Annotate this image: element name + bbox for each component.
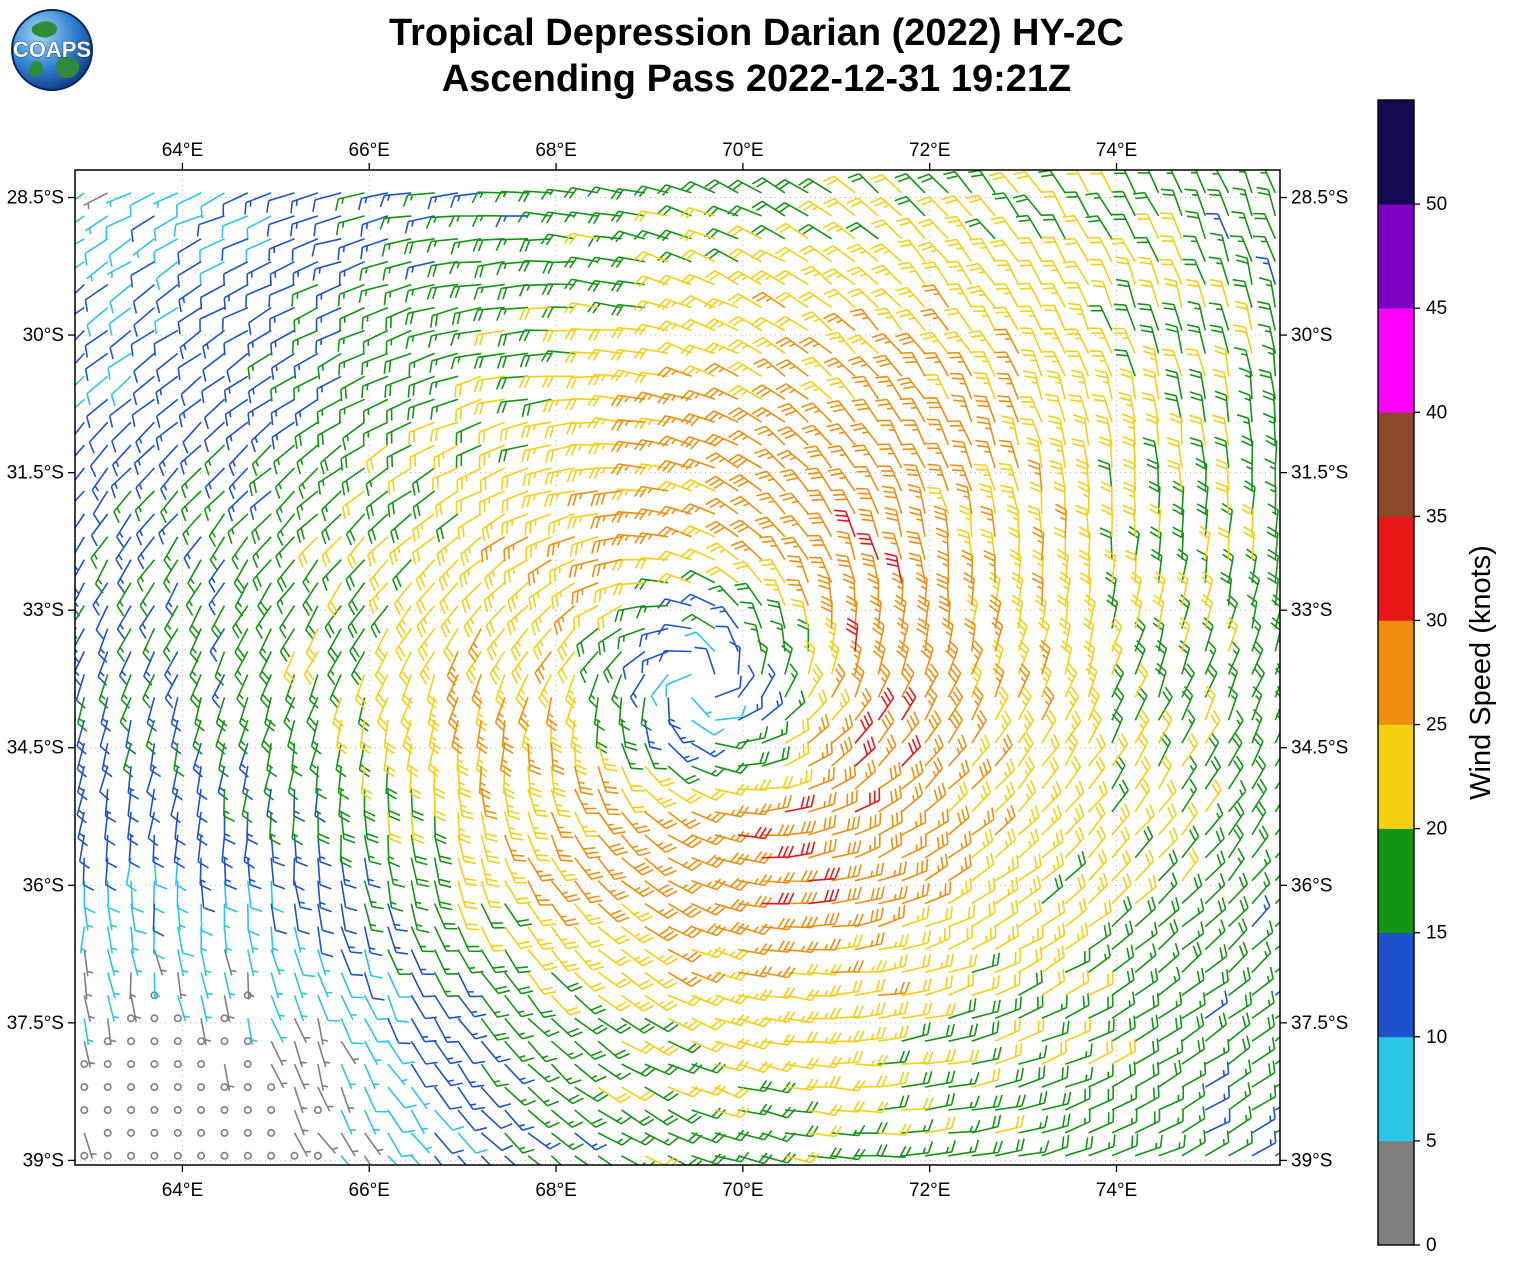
wind-barbs-bin-25-30 — [446, 284, 1067, 997]
y-tick-label-left: 37.5°S — [7, 1013, 64, 1034]
x-tick-label-bottom: 72°E — [909, 1180, 950, 1201]
colorbar-tick-label: 15 — [1426, 923, 1447, 944]
colorbar-segment — [1378, 1036, 1414, 1142]
wind-barbs-bin-0-5 — [80, 192, 384, 1165]
y-tick-label-left: 33°S — [23, 600, 64, 621]
y-tick-label-right: 37.5°S — [1291, 1013, 1348, 1034]
x-tick-label-bottom: 68°E — [535, 1180, 576, 1201]
colorbar-tick-label: 5 — [1426, 1131, 1437, 1152]
y-tick-label-left: 28.5°S — [7, 188, 64, 209]
y-tick-label-right: 39°S — [1291, 1150, 1332, 1171]
axes: 64°E 64°E 66°E 66°E 68°E 68°E 70°E 70°E 72°E 72°E… — [7, 140, 1349, 1201]
y-tick-label-right: 31.5°S — [1291, 463, 1348, 484]
y-tick-label-left: 36°S — [23, 875, 64, 896]
y-tick-label-right: 30°S — [1291, 325, 1332, 346]
x-tick-label-top: 72°E — [909, 140, 950, 161]
logo-text: COAPS — [13, 37, 91, 62]
y-tick-label-left: 31.5°S — [7, 463, 64, 484]
colorbar-tick-label: 40 — [1426, 402, 1447, 423]
globe-land-shape — [56, 56, 80, 79]
x-tick-label-top: 66°E — [349, 140, 390, 161]
colorbar-tick-label: 35 — [1426, 506, 1447, 527]
title-line2: Ascending Pass 2022-12-31 19:21Z — [441, 58, 1072, 101]
wind-barbs-bin-10-15 — [75, 192, 1280, 1165]
colorbar-segment — [1378, 203, 1414, 309]
colorbar-tick-label: 20 — [1426, 819, 1447, 840]
y-tick-label-left: 34.5°S — [7, 738, 64, 759]
colorbar: 0 5 10 15 20 25 30 35 40 45 50 Wind Speed (knots) — [1377, 99, 1497, 1256]
axis-frame — [74, 169, 1281, 1166]
colorbar-tick-label: 10 — [1426, 1027, 1447, 1048]
coaps-logo: COAPS — [11, 9, 93, 91]
colorbar-tick-label: 30 — [1426, 610, 1447, 631]
x-tick-label-bottom: 70°E — [722, 1180, 763, 1201]
colorbar-axis-label: Wind Speed (knots) — [1465, 545, 1497, 800]
colorbar-segment — [1378, 828, 1414, 934]
x-tick-label-top: 74°E — [1096, 140, 1137, 161]
wind-barbs-bin-20-25 — [283, 170, 1256, 1165]
colorbar-tick-label: 50 — [1426, 194, 1447, 215]
x-tick-label-bottom: 64°E — [162, 1180, 203, 1201]
y-tick-label-right: 33°S — [1291, 600, 1332, 621]
colorbar-segment — [1378, 932, 1414, 1038]
globe-land-shape — [31, 21, 58, 38]
colorbar-segment — [1378, 307, 1414, 413]
x-tick-label-top: 64°E — [162, 140, 203, 161]
colorbar-segment — [1378, 1140, 1414, 1246]
x-tick-label-top: 70°E — [722, 140, 763, 161]
title-line1: Tropical Depression Darian (2022) HY-2C — [389, 12, 1124, 54]
globe-land-shape — [29, 61, 43, 77]
colorbar-segment — [1378, 411, 1414, 517]
wind-barbs-bin-5-10 — [75, 192, 747, 1165]
y-tick-label-left: 30°S — [23, 325, 64, 346]
y-tick-label-left: 39°S — [23, 1150, 64, 1171]
colorbar-tick-label: 25 — [1426, 715, 1447, 736]
y-tick-label-right: 28.5°S — [1291, 188, 1348, 209]
colorbar-tick-label: 45 — [1426, 298, 1447, 319]
x-tick-label-bottom: 66°E — [349, 1180, 390, 1201]
y-tick-label-right: 36°S — [1291, 875, 1332, 896]
gridlines — [75, 170, 1280, 1165]
x-tick-label-bottom: 74°E — [1096, 1180, 1137, 1201]
wind-barbs-bin-15-20 — [75, 170, 1280, 1165]
colorbar-segment — [1378, 516, 1414, 621]
wind-barbs-bin-30-35 — [738, 509, 922, 905]
colorbar-tick-label: 0 — [1426, 1235, 1437, 1256]
figure-title-block: Tropical Depression Darian (2022) HY-2C … — [0, 10, 1513, 103]
colorbar-segment — [1378, 620, 1414, 725]
y-tick-label-right: 34.5°S — [1291, 738, 1348, 759]
x-tick-label-top: 68°E — [535, 140, 576, 161]
colorbar-segment — [1378, 99, 1414, 205]
wind-barb-field — [75, 170, 1280, 1165]
colorbar-segment — [1378, 724, 1414, 829]
colorbar-frame — [1377, 99, 1415, 1246]
